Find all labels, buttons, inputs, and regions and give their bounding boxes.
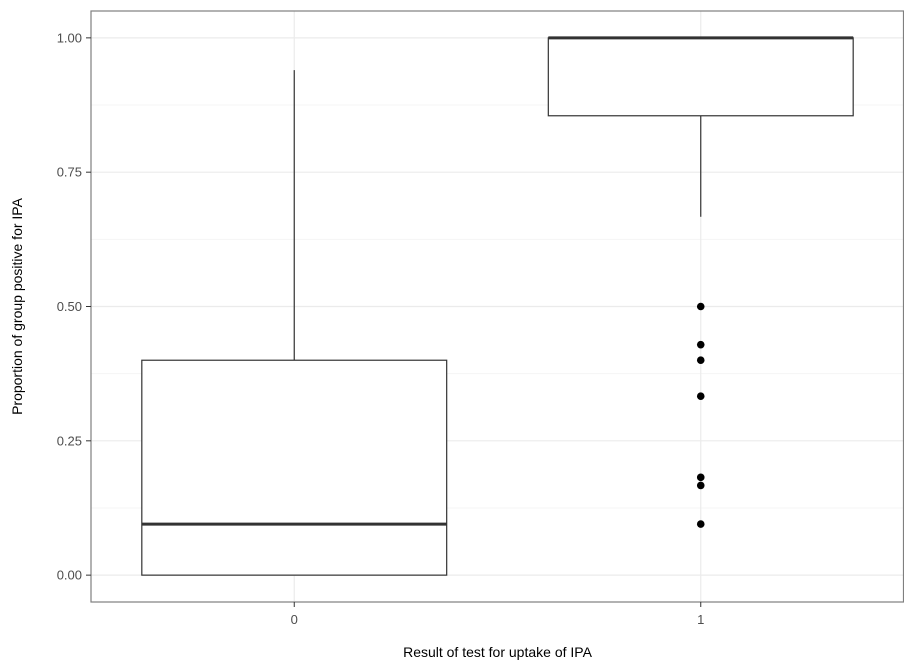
outlier-point: [696, 340, 705, 349]
outlier-point: [696, 473, 705, 482]
x-tick-label: 1: [697, 612, 704, 627]
box-iqr: [141, 359, 448, 576]
outlier-point: [696, 481, 705, 490]
y-tick-label: 0.50: [57, 299, 82, 314]
y-tick-label: 1.00: [57, 30, 82, 45]
y-axis-ticks: 0.00 0.25 0.50 0.75 1.00: [57, 30, 91, 583]
y-tick-label: 0.25: [57, 433, 82, 448]
box-iqr: [547, 37, 854, 117]
x-tick-label: 0: [291, 612, 298, 627]
x-axis-title: Result of test for uptake of IPA: [403, 644, 592, 660]
outlier-point: [696, 392, 705, 401]
outlier-point: [696, 302, 705, 311]
outlier-points: [696, 302, 705, 528]
outlier-point: [696, 356, 705, 365]
outlier-point: [696, 520, 705, 528]
box-1: [547, 36, 854, 217]
y-tick-label: 0.75: [57, 165, 82, 180]
y-axis-title: Proportion of group positive for IPA: [9, 197, 25, 415]
box-0: [141, 70, 448, 576]
box-series: [141, 36, 854, 576]
y-tick-label: 0.00: [57, 568, 82, 583]
